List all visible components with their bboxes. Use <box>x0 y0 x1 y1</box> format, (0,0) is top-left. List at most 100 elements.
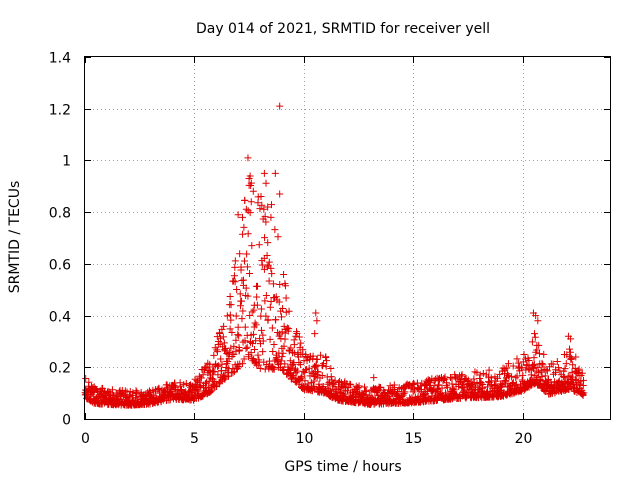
data-point <box>220 339 228 347</box>
data-point <box>214 362 222 370</box>
data-point <box>440 375 448 383</box>
data-point <box>269 280 277 288</box>
data-point <box>444 383 452 391</box>
data-point <box>549 360 557 368</box>
data-point <box>485 366 493 374</box>
data-point <box>281 335 289 343</box>
data-point <box>504 360 512 368</box>
data-point <box>252 321 260 329</box>
data-point <box>487 380 495 388</box>
data-point <box>561 374 569 382</box>
data-point <box>327 365 335 373</box>
data-point <box>240 223 248 231</box>
data-point <box>438 384 446 392</box>
data-point <box>246 209 254 217</box>
data-point <box>217 355 225 363</box>
data-point <box>297 339 305 347</box>
data-point <box>233 286 241 294</box>
data-point <box>281 282 289 290</box>
data-point <box>256 205 264 213</box>
data-point <box>238 360 246 368</box>
data-point <box>547 378 555 386</box>
data-point <box>277 357 285 365</box>
axis-ticks <box>85 57 610 420</box>
data-point <box>243 263 251 271</box>
data-point <box>246 312 254 320</box>
data-point <box>228 329 236 337</box>
data-point <box>231 263 239 271</box>
data-point <box>172 383 180 391</box>
data-point <box>82 374 90 382</box>
data-point <box>311 372 319 380</box>
data-point <box>309 352 317 360</box>
data-point <box>235 332 243 340</box>
data-point <box>250 306 258 314</box>
data-point <box>234 323 242 331</box>
data-point <box>517 387 525 395</box>
data-point <box>504 371 512 379</box>
data-point <box>218 325 226 333</box>
data-point <box>253 301 261 309</box>
data-point <box>331 377 339 385</box>
data-point <box>261 297 269 305</box>
data-point <box>238 297 246 305</box>
data-point <box>531 330 539 338</box>
data-point <box>301 377 309 385</box>
data-point <box>274 233 282 241</box>
data-point <box>266 303 274 311</box>
data-point <box>219 333 227 341</box>
data-point <box>262 218 270 226</box>
data-point <box>553 358 561 366</box>
data-point <box>572 353 580 361</box>
data-point <box>518 364 526 372</box>
data-point <box>479 384 487 392</box>
data-point <box>477 379 485 387</box>
data-point <box>563 351 571 359</box>
data-point <box>218 360 226 368</box>
data-point <box>226 292 234 300</box>
data-point <box>527 371 535 379</box>
data-point <box>305 364 313 372</box>
data-point <box>312 309 320 317</box>
data-point <box>241 196 249 204</box>
data-point <box>458 371 466 379</box>
data-point <box>535 341 543 349</box>
data-point <box>260 169 268 177</box>
data-point <box>247 179 255 187</box>
data-point <box>205 367 213 375</box>
data-point <box>298 381 306 389</box>
data-point <box>343 380 351 388</box>
data-point <box>253 293 261 301</box>
data-point <box>362 387 370 395</box>
data-point <box>376 399 384 407</box>
data-point <box>230 342 238 350</box>
data-point <box>567 335 575 343</box>
data-point <box>450 386 458 394</box>
data-point <box>290 341 298 349</box>
data-point <box>267 298 275 306</box>
data-point <box>373 387 381 395</box>
data-point <box>459 381 467 389</box>
data-point <box>280 342 288 350</box>
data-point <box>215 362 223 370</box>
data-point <box>299 346 307 354</box>
data-point <box>221 346 229 354</box>
data-point <box>512 380 520 388</box>
data-point <box>267 264 275 272</box>
data-point <box>230 272 238 280</box>
data-point <box>279 367 287 375</box>
data-point <box>247 198 255 206</box>
data-point <box>262 179 270 187</box>
data-point <box>531 372 539 380</box>
data-point <box>232 312 240 320</box>
data-point <box>285 307 293 315</box>
data-point <box>279 305 287 313</box>
data-point <box>276 190 284 198</box>
data-point <box>535 350 543 358</box>
data-point <box>254 282 262 290</box>
data-point <box>530 354 538 362</box>
data-point <box>322 353 330 361</box>
data-point <box>258 261 266 269</box>
data-point <box>575 365 583 373</box>
